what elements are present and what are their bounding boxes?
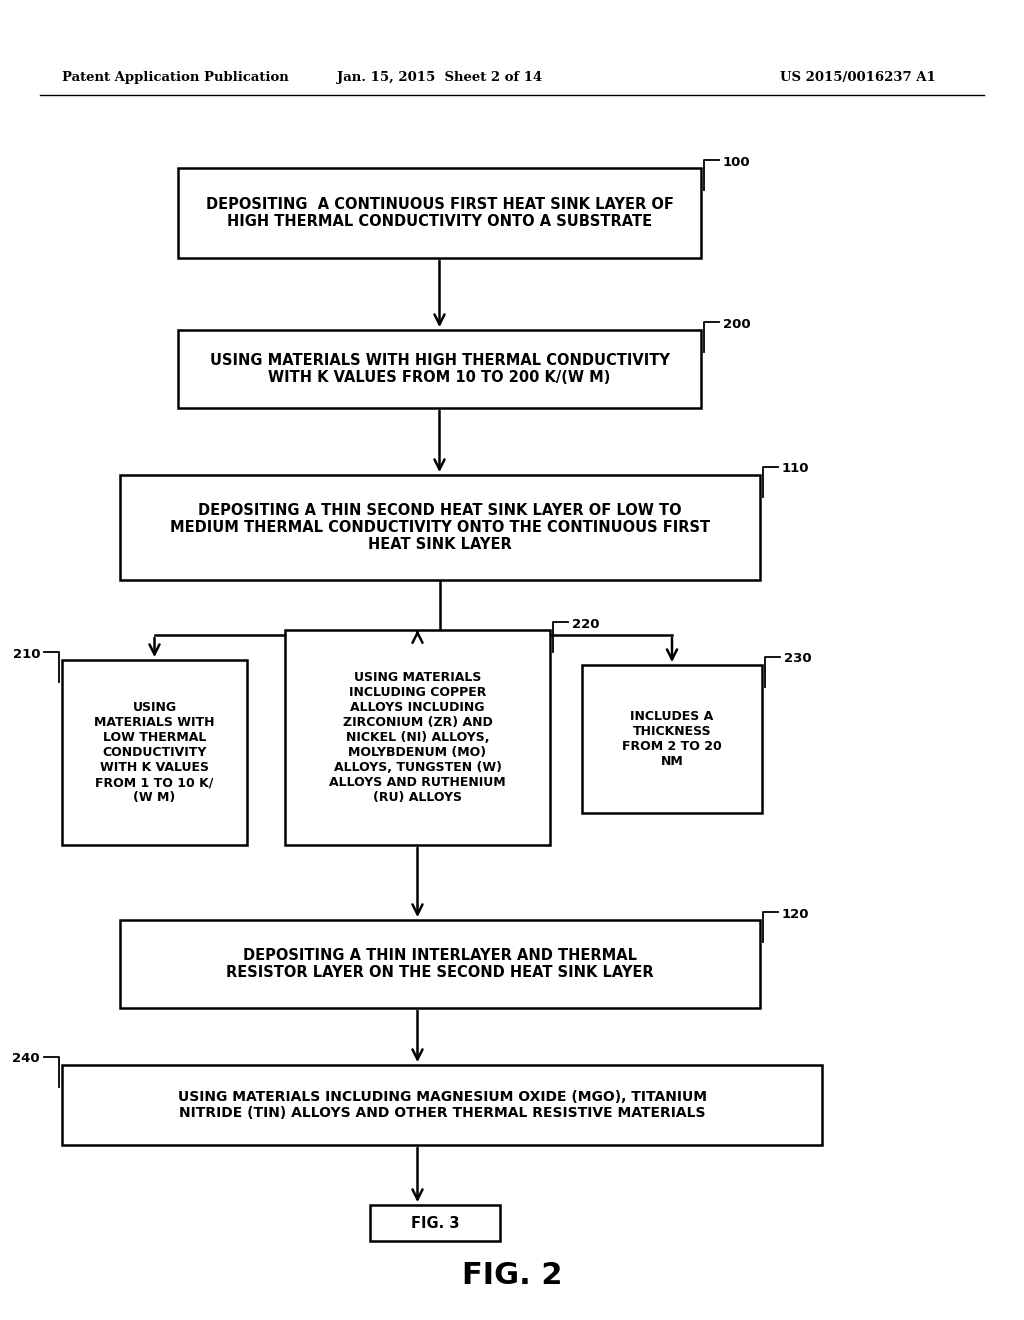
Text: US 2015/0016237 A1: US 2015/0016237 A1	[780, 71, 936, 84]
Text: 110: 110	[782, 462, 810, 475]
Bar	[62, 1065, 822, 1144]
Bar	[120, 920, 760, 1008]
Text: 100: 100	[723, 156, 751, 169]
Text: 240: 240	[12, 1052, 40, 1065]
Text: 200: 200	[723, 318, 751, 330]
Text: 220: 220	[572, 618, 599, 631]
Text: DEPOSITING A THIN INTERLAYER AND THERMAL
RESISTOR LAYER ON THE SECOND HEAT SINK : DEPOSITING A THIN INTERLAYER AND THERMAL…	[226, 948, 653, 981]
Bar	[285, 630, 550, 845]
Bar	[178, 330, 701, 408]
Text: USING MATERIALS INCLUDING MAGNESIUM OXIDE (MGO), TITANIUM
NITRIDE (TIN) ALLOYS A: USING MATERIALS INCLUDING MAGNESIUM OXID…	[177, 1090, 707, 1121]
Bar	[62, 660, 247, 845]
Text: USING MATERIALS
INCLUDING COPPER
ALLOYS INCLUDING
ZIRCONIUM (ZR) AND
NICKEL (NI): USING MATERIALS INCLUDING COPPER ALLOYS …	[329, 671, 506, 804]
Text: 120: 120	[782, 908, 810, 920]
Text: 230: 230	[784, 652, 812, 665]
Text: 210: 210	[12, 648, 40, 660]
Text: USING
MATERIALS WITH
LOW THERMAL
CONDUCTIVITY
WITH K VALUES
FROM 1 TO 10 K/
(W M: USING MATERIALS WITH LOW THERMAL CONDUCT…	[94, 701, 215, 804]
Bar	[582, 665, 762, 813]
Bar	[178, 168, 701, 257]
Text: FIG. 2: FIG. 2	[462, 1261, 562, 1290]
Text: DEPOSITING  A CONTINUOUS FIRST HEAT SINK LAYER OF
HIGH THERMAL CONDUCTIVITY ONTO: DEPOSITING A CONTINUOUS FIRST HEAT SINK …	[206, 197, 674, 230]
Text: Patent Application Publication: Patent Application Publication	[62, 71, 289, 84]
Text: DEPOSITING A THIN SECOND HEAT SINK LAYER OF LOW TO
MEDIUM THERMAL CONDUCTIVITY O: DEPOSITING A THIN SECOND HEAT SINK LAYER…	[170, 503, 710, 552]
Bar	[120, 475, 760, 579]
Text: FIG. 3: FIG. 3	[411, 1216, 459, 1230]
Text: INCLUDES A
THICKNESS
FROM 2 TO 20
NM: INCLUDES A THICKNESS FROM 2 TO 20 NM	[623, 710, 722, 768]
Text: USING MATERIALS WITH HIGH THERMAL CONDUCTIVITY
WITH K VALUES FROM 10 TO 200 K/(W: USING MATERIALS WITH HIGH THERMAL CONDUC…	[210, 352, 670, 385]
Text: Jan. 15, 2015  Sheet 2 of 14: Jan. 15, 2015 Sheet 2 of 14	[337, 71, 543, 84]
Bar	[370, 1205, 500, 1241]
